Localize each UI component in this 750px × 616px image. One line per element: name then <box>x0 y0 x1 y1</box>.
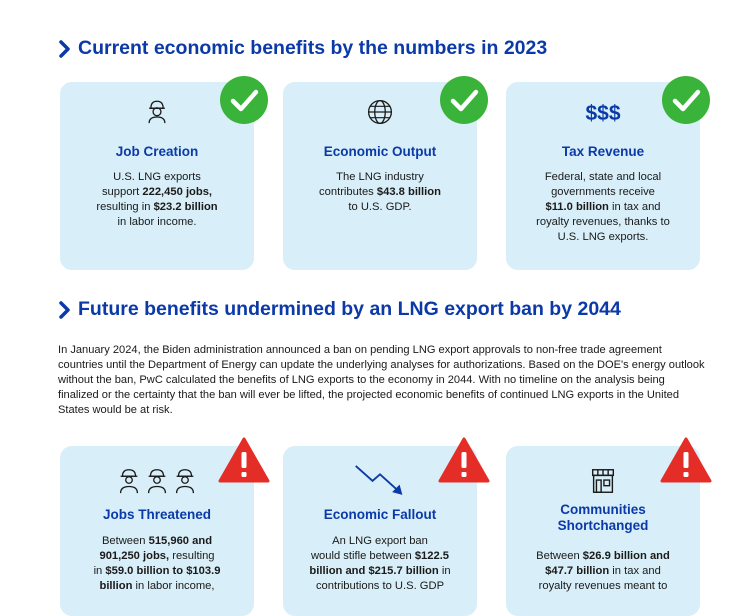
check-icon <box>662 76 710 124</box>
section-heading-text: Future benefits undermined by an LNG exp… <box>78 298 621 320</box>
card-job-creation: Job Creation U.S. LNG exports support 22… <box>60 82 254 270</box>
check-icon <box>220 76 268 124</box>
warning-icon <box>660 437 712 483</box>
section-heading-current: Current economic benefits by the numbers… <box>58 37 547 60</box>
card-title: Economic Fallout <box>323 507 437 522</box>
card-communities-shortchanged: Communities Shortchanged Between $26.9 b… <box>506 446 700 616</box>
card-body: U.S. LNG exports support 222,450 jobs, r… <box>96 171 218 228</box>
card-title: Tax Revenue <box>561 144 645 159</box>
globe-icon <box>367 99 393 125</box>
card-body: An LNG export ban would stifle between $… <box>309 535 451 592</box>
check-icon <box>440 76 488 124</box>
section-heading-future: Future benefits undermined by an LNG exp… <box>58 298 621 321</box>
workers-group-icon <box>119 469 195 494</box>
warning-icon <box>218 437 270 483</box>
card-body: Between 515,960 and 901,250 jobs, result… <box>93 535 221 592</box>
chevron-right-icon <box>59 39 70 58</box>
card-body: Federal, state and local governments rec… <box>536 171 670 243</box>
downtrend-arrow-icon <box>355 465 403 495</box>
card-body: Between $26.9 billion and $47.7 billion … <box>536 550 670 592</box>
card-title: Communities Shortchanged <box>557 502 649 533</box>
card-title: Jobs Threatened <box>102 507 212 522</box>
storefront-icon <box>591 469 615 493</box>
warning-icon <box>438 437 490 483</box>
intro-paragraph: In January 2024, the Biden administratio… <box>58 344 705 416</box>
dollar-signs-icon: $$$ <box>585 102 621 125</box>
card-body: The LNG industry contributes $43.8 billi… <box>319 171 441 213</box>
worker-icon <box>148 100 166 124</box>
card-title: Job Creation <box>115 144 199 159</box>
card-jobs-threatened: Jobs Threatened Between 515,960 and 901,… <box>60 446 254 616</box>
section-heading-text: Current economic benefits by the numbers… <box>78 37 548 59</box>
chevron-right-icon <box>59 300 70 319</box>
card-title: Economic Output <box>323 144 437 159</box>
